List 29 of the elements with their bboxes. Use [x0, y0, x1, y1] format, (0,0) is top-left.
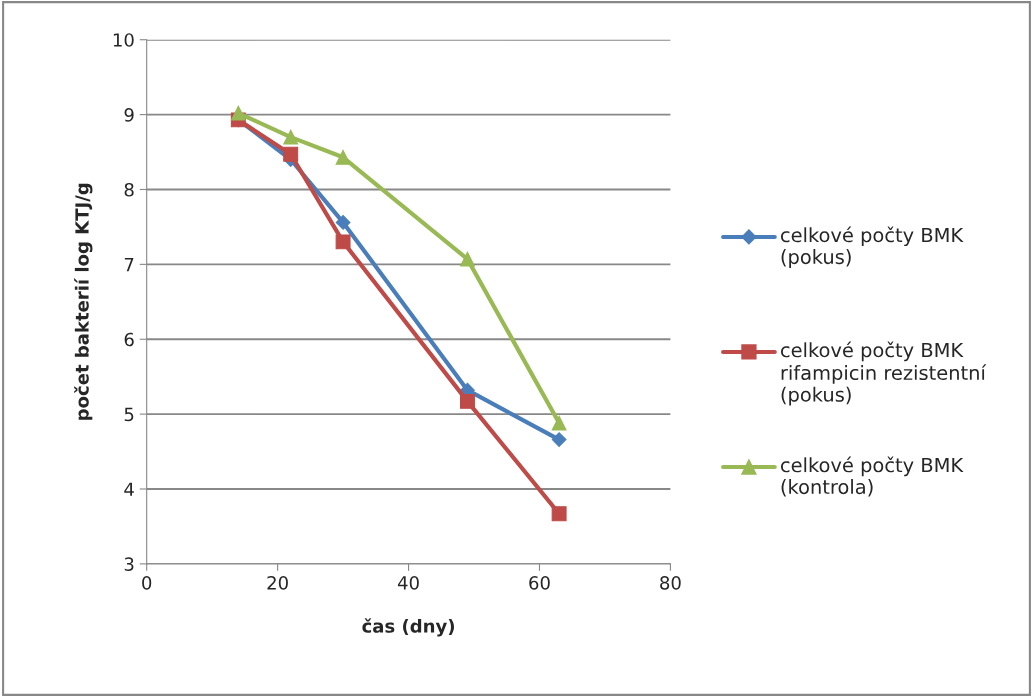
point — [230, 105, 246, 121]
point — [283, 146, 299, 162]
x-tick-label: 80 — [660, 576, 681, 590]
y-tick-label: 4 — [124, 482, 134, 496]
y-tick-label: 6 — [124, 332, 134, 347]
x-tick-label: 0 — [142, 576, 152, 590]
point — [551, 432, 567, 447]
legend-label: celkové počty BMK (pokus) — [780, 226, 964, 268]
point — [460, 393, 475, 409]
x-tick-label: 60 — [529, 576, 550, 590]
y-tick-label: 10 — [113, 33, 134, 47]
point — [551, 415, 567, 431]
legend-label: celkové počty BMK rifampicin rezistentní (pokus) — [780, 341, 987, 406]
y-tick-label: 7 — [124, 258, 134, 272]
y-axis-title: počet bakterií log KTJ/g — [74, 183, 93, 420]
x-tick-label: 20 — [267, 576, 288, 590]
y-tick-label: 3 — [124, 557, 134, 571]
x-axis-title: čas (dny) — [362, 618, 454, 637]
x-tick-label: 40 — [397, 576, 419, 590]
point — [335, 234, 351, 250]
point — [335, 215, 351, 230]
point — [460, 251, 475, 267]
point — [335, 149, 351, 165]
y-tick-label: 9 — [124, 108, 134, 122]
point — [283, 129, 299, 145]
y-tick-label: 8 — [124, 182, 134, 197]
legend-label: celkové počty BMK (kontrola) — [780, 456, 964, 497]
y-tick-label: 5 — [124, 407, 134, 422]
point — [551, 506, 567, 522]
